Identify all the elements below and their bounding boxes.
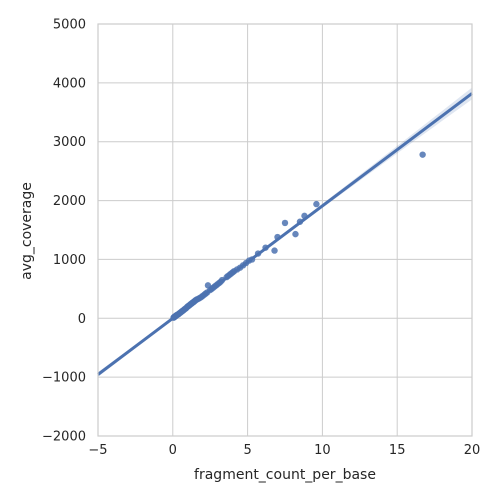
data-point [419, 151, 426, 158]
x-tick-label: 10 [314, 443, 331, 458]
y-tick-label: 0 [78, 312, 86, 327]
x-tick-label: 15 [389, 443, 406, 458]
regression-line-group [97, 92, 473, 376]
y-tick-labels: −2000 −1000 0 1000 2000 3000 4000 5000 [42, 18, 86, 445]
x-tick-label: 5 [243, 443, 251, 458]
x-tick-label: 0 [169, 443, 177, 458]
x-tick-labels: −5 0 5 10 15 20 [88, 443, 480, 458]
y-tick-label: 2000 [53, 194, 86, 209]
y-tick-label: 1000 [53, 253, 86, 268]
data-point [313, 200, 320, 208]
y-tick-label: −1000 [42, 371, 86, 386]
x-axis-label: fragment_count_per_base [194, 467, 376, 483]
data-points [170, 151, 426, 321]
plot-frame [97, 23, 473, 437]
x-tick-label: −5 [88, 443, 107, 458]
y-tick-label: 4000 [53, 76, 86, 91]
data-point [292, 230, 299, 238]
grid [97, 23, 473, 437]
data-point [281, 219, 289, 227]
y-tick-label: −2000 [42, 430, 86, 445]
y-axis-label: avg_coverage [19, 182, 35, 280]
data-point [271, 247, 278, 254]
x-tick-label: 20 [464, 443, 481, 458]
y-tick-label: 5000 [53, 18, 86, 33]
y-tick-label: 3000 [53, 135, 86, 150]
regression-line [97, 92, 473, 376]
